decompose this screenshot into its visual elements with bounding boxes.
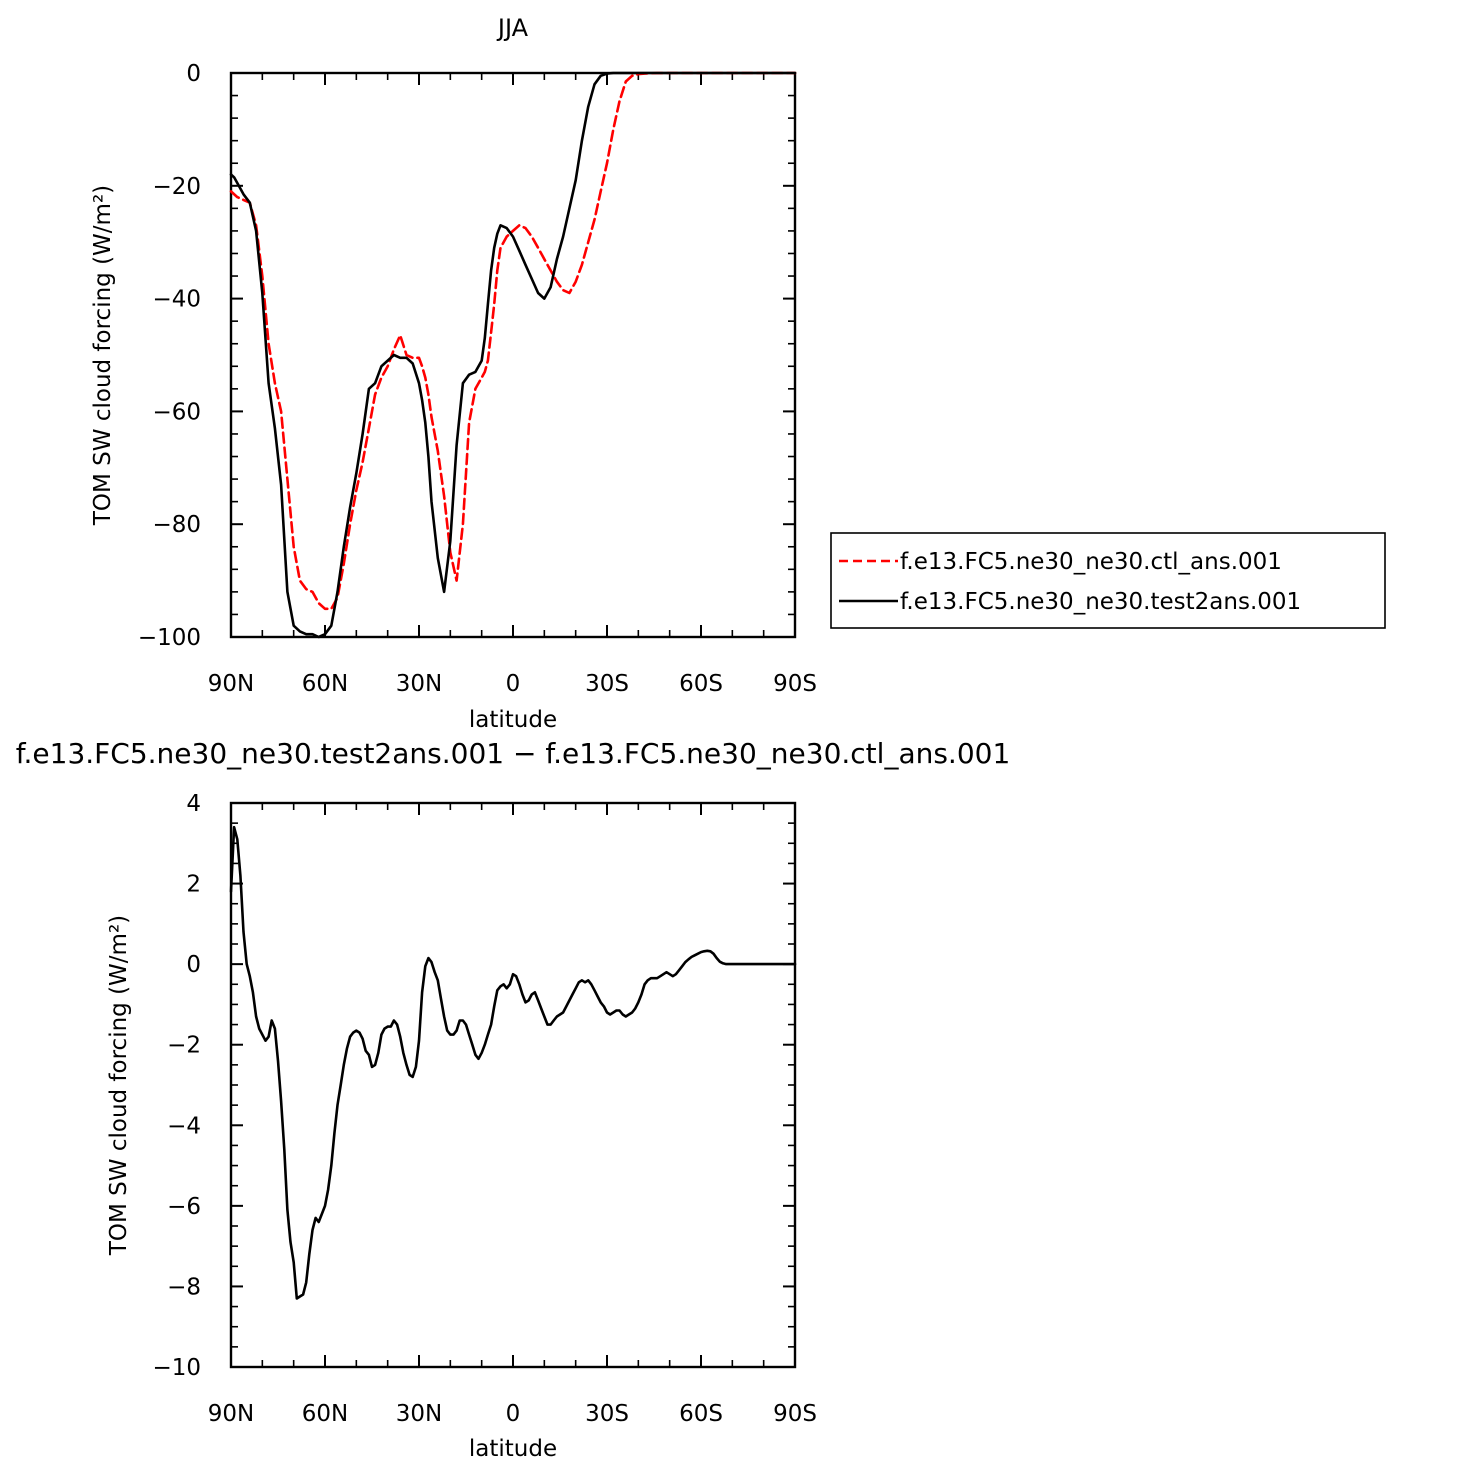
top-x-tick-label: 30N — [396, 671, 442, 697]
bottom-y-axis-label: TOM SW cloud forcing (W/m²) — [106, 915, 132, 1256]
bottom-panel: f.e13.FC5.ne30_ne30.test2ans.001 − f.e13… — [16, 737, 1011, 1462]
bottom-x-axis-label: latitude — [469, 1436, 557, 1462]
bottom-series-line-0 — [229, 825, 797, 1300]
legend-label-ctl: f.e13.FC5.ne30_ne30.ctl_ans.001 — [900, 549, 1282, 575]
legend-box — [830, 532, 1386, 629]
bottom-y-tick-label: 4 — [186, 791, 201, 817]
top-panel: JJA 90N 60N 30N 0 30S 60S 90S 0 −20 −40 −60 −80 −100… — [90, 14, 1386, 733]
top-legend: f.e13.FC5.ne30_ne30.ctl_ans.001 f.e13.FC… — [830, 532, 1386, 629]
bottom-x-tick-label: 30S — [585, 1401, 629, 1427]
top-y-tick-label: −100 — [138, 625, 201, 651]
bottom-x-tick-label: 30N — [396, 1401, 442, 1427]
top-x-tick-label: 30S — [585, 671, 629, 697]
bottom-y-tick-label: −8 — [167, 1274, 201, 1300]
bottom-y-tick-label: 2 — [186, 872, 201, 898]
top-x-tick-label: 90N — [208, 671, 254, 697]
bottom-y-tick-label: −4 — [167, 1113, 201, 1139]
top-y-tick-label: −60 — [152, 399, 201, 425]
top-x-tick-label: 0 — [506, 671, 521, 697]
bottom-x-tick-label: 60N — [302, 1401, 348, 1427]
bottom-x-tick-label: 60S — [679, 1401, 723, 1427]
bottom-y-tick-label: −10 — [152, 1355, 201, 1381]
legend-label-test2: f.e13.FC5.ne30_ne30.test2ans.001 — [900, 589, 1301, 615]
bottom-ticks: 90N 60N 30N 0 30S 60S 90S 4 2 0 −2 −4 −6 −8 −10 — [152, 791, 816, 1427]
top-y-tick-label: −80 — [152, 512, 201, 538]
top-x-tick-label: 60N — [302, 671, 348, 697]
bottom-x-tick-label: 90S — [773, 1401, 817, 1427]
top-series-line-1 — [229, 71, 797, 639]
bottom-chart-title: f.e13.FC5.ne30_ne30.test2ans.001 − f.e13… — [16, 737, 1011, 770]
top-x-tick-label: 60S — [679, 671, 723, 697]
bottom-y-tick-label: −2 — [167, 1033, 201, 1059]
top-y-tick-label: 0 — [186, 61, 201, 87]
top-ticks: 90N 60N 30N 0 30S 60S 90S 0 −20 −40 −60 −80 −100 — [138, 61, 817, 697]
bottom-series — [229, 825, 797, 1300]
top-y-axis-label: TOM SW cloud forcing (W/m²) — [90, 185, 116, 526]
top-y-tick-label: −40 — [152, 287, 201, 313]
top-x-tick-label: 90S — [773, 671, 817, 697]
bottom-y-tick-label: −6 — [167, 1194, 201, 1220]
bottom-x-tick-label: 0 — [506, 1401, 521, 1427]
top-chart-title: JJA — [496, 14, 529, 42]
top-y-tick-label: −20 — [152, 174, 201, 200]
top-x-axis-label: latitude — [469, 707, 557, 733]
bottom-x-tick-label: 90N — [208, 1401, 254, 1427]
bottom-y-tick-label: 0 — [186, 952, 201, 978]
top-series — [229, 71, 797, 639]
